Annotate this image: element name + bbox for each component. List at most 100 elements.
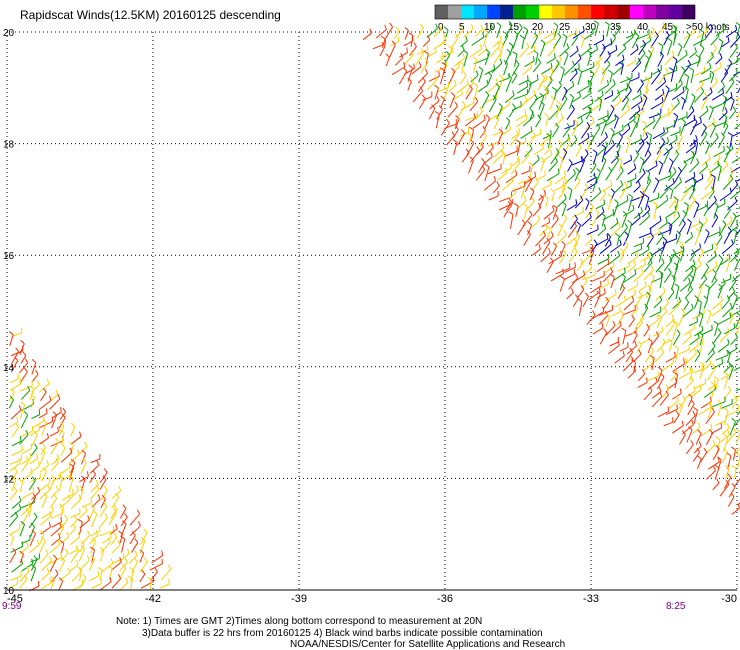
wind-barb bbox=[668, 139, 678, 146]
wind-barb-flag bbox=[533, 45, 536, 51]
wind-barb-flag bbox=[631, 32, 634, 38]
wind-barb bbox=[449, 95, 456, 109]
wind-barb bbox=[39, 515, 52, 526]
wind-barb-flag bbox=[667, 136, 669, 143]
wind-barb bbox=[9, 378, 19, 384]
wind-barb-flag bbox=[519, 34, 525, 39]
wind-barb bbox=[668, 291, 675, 300]
wind-barb-flag bbox=[693, 117, 698, 123]
wind-barb-flag bbox=[68, 462, 71, 468]
wind-barb-flag bbox=[531, 111, 535, 117]
wind-barb-flag bbox=[589, 88, 592, 94]
wind-barb-flag bbox=[709, 62, 712, 69]
wind-barb-flag bbox=[659, 215, 662, 221]
wind-barb-flag bbox=[679, 245, 685, 250]
wind-barb-flag bbox=[695, 135, 698, 141]
wind-barb bbox=[625, 331, 637, 337]
wind-barb-flag bbox=[76, 559, 79, 565]
wind-barb-flag bbox=[84, 441, 88, 447]
wind-barb bbox=[68, 549, 78, 555]
wind-barb bbox=[690, 222, 700, 229]
wind-barb-flag bbox=[633, 366, 637, 372]
wind-barb-flag bbox=[619, 96, 622, 102]
wind-barb-flag bbox=[592, 149, 598, 154]
wind-barb-flag bbox=[92, 510, 98, 515]
wind-barb-flag bbox=[78, 494, 82, 500]
wind-barb-flag bbox=[616, 24, 620, 30]
wind-barb bbox=[556, 198, 567, 208]
wind-barb bbox=[465, 88, 473, 100]
wind-barb-flag bbox=[474, 96, 479, 102]
wind-barb bbox=[658, 112, 670, 121]
wind-barb bbox=[611, 311, 621, 317]
wind-barb bbox=[705, 144, 711, 155]
wind-barb bbox=[625, 351, 634, 363]
wind-barb bbox=[10, 360, 19, 373]
wind-barb bbox=[440, 37, 447, 47]
wind-barb-flag bbox=[9, 533, 14, 538]
wind-barb-flag bbox=[30, 443, 33, 449]
wind-barb bbox=[583, 267, 593, 275]
wind-barb-flag bbox=[713, 275, 718, 281]
wind-barb bbox=[719, 434, 730, 444]
wind-barb bbox=[706, 56, 714, 64]
wind-barb bbox=[535, 175, 546, 181]
wind-barb-flag bbox=[26, 503, 32, 508]
lat-tick-label: 12 bbox=[3, 474, 15, 485]
wind-barb-flag bbox=[727, 226, 732, 231]
wind-barb-flag bbox=[30, 393, 35, 398]
wind-barb-flag bbox=[487, 71, 492, 76]
wind-barb bbox=[687, 277, 694, 292]
wind-barb-flag bbox=[699, 28, 704, 33]
wind-barb-flag bbox=[69, 447, 73, 453]
wind-barb-flag bbox=[541, 143, 544, 149]
wind-barb-flag bbox=[480, 24, 484, 30]
wind-barb bbox=[551, 191, 555, 202]
wind-barb bbox=[629, 109, 641, 120]
wind-barb-flag bbox=[122, 520, 127, 525]
wind-barb bbox=[517, 141, 526, 147]
wind-barb-flag bbox=[661, 93, 666, 98]
wind-barb-flag bbox=[510, 176, 514, 182]
wind-barb bbox=[621, 185, 632, 192]
wind-barb-flag bbox=[601, 212, 606, 217]
wind-barb-flag bbox=[18, 495, 22, 501]
wind-barb bbox=[110, 561, 122, 571]
wind-barb bbox=[90, 530, 101, 537]
wind-barb-flag bbox=[713, 465, 716, 471]
wind-barb-flag bbox=[74, 515, 78, 521]
map-frame bbox=[6, 32, 737, 591]
wind-barb-flag bbox=[622, 54, 625, 60]
wind-barb-flag bbox=[572, 60, 575, 66]
wind-barb-flag bbox=[718, 283, 723, 288]
wind-barb bbox=[694, 142, 699, 155]
wind-barb-flag bbox=[679, 388, 682, 394]
wind-barb-flag bbox=[716, 163, 722, 168]
wind-barb bbox=[723, 375, 729, 389]
wind-barb-flag bbox=[688, 393, 693, 398]
wind-barb bbox=[581, 153, 589, 163]
wind-barb-flag bbox=[584, 183, 589, 188]
wind-barb-flag bbox=[647, 284, 652, 290]
wind-barb bbox=[719, 192, 732, 202]
wind-barb bbox=[572, 298, 579, 307]
wind-barb bbox=[39, 400, 52, 410]
wind-barb-flag bbox=[13, 486, 18, 492]
wind-barb-flag bbox=[660, 231, 664, 237]
wind-barb bbox=[21, 539, 31, 544]
wind-barb bbox=[672, 59, 678, 73]
wind-barb bbox=[699, 365, 705, 380]
wind-barb bbox=[683, 183, 696, 194]
wind-barb-flag bbox=[585, 139, 591, 144]
wind-barb-flag bbox=[66, 532, 70, 538]
wind-barb-flag bbox=[703, 92, 708, 98]
wind-barb bbox=[605, 170, 613, 181]
wind-barb bbox=[515, 206, 519, 217]
wind-barb-flag bbox=[665, 31, 670, 36]
wind-barb bbox=[567, 225, 577, 238]
wind-barb bbox=[622, 36, 634, 46]
wind-barb bbox=[592, 127, 601, 140]
wind-barb-flag bbox=[481, 165, 486, 170]
wind-barb bbox=[484, 117, 491, 130]
wind-barb bbox=[549, 70, 554, 83]
